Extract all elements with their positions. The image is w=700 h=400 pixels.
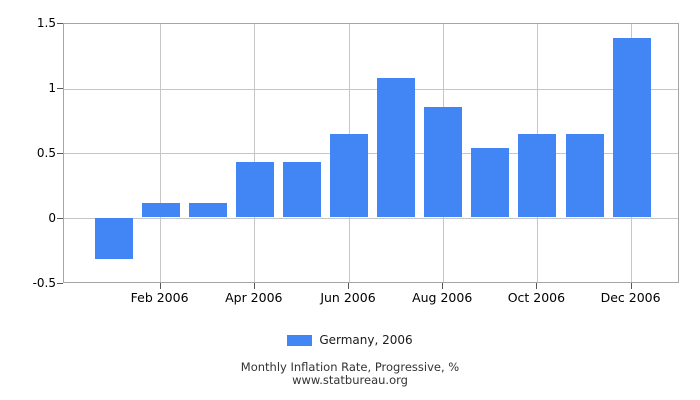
legend: Germany, 2006 [0,333,700,347]
y-axis-tick-label: -0.5 [32,276,56,290]
plot-area [63,23,679,283]
y-axis-tick [57,152,63,154]
y-axis-tick [57,22,63,24]
bar-apr [235,162,274,218]
x-axis-tick-label: Aug 2006 [412,290,473,305]
x-axis-tick [536,283,538,289]
x-axis-tick-label: Feb 2006 [130,290,189,305]
x-axis-tick [253,283,255,289]
bar-feb [141,203,180,218]
bar-jun [330,133,368,218]
bar-nov [565,133,604,218]
bar-may [282,162,321,218]
bar-oct [518,133,557,218]
chart-source: www.statbureau.org [292,372,408,387]
bar-sep [471,147,510,218]
y-axis-tick-label: 0.5 [36,146,56,160]
bar-aug [424,106,463,218]
x-axis-tick-label: Dec 2006 [600,290,661,305]
v-gridline [254,24,256,282]
x-axis-tick-label: Oct 2006 [507,290,566,305]
h-gridline [64,153,678,154]
x-axis-tick-label: Apr 2006 [225,290,283,305]
chart-title: Monthly Inflation Rate, Progressive, % [240,360,460,374]
y-axis-tick-label: 0 [48,211,56,225]
h-gridline [64,88,678,90]
legend-label: Germany, 2006 [319,333,413,347]
bar-dec [612,38,651,218]
y-axis-tick [57,282,63,284]
h-gridline [64,217,678,219]
x-axis-tick [159,283,161,289]
x-axis-tick [630,283,632,289]
x-axis-tick [442,283,444,289]
bar-jan [94,217,133,259]
bar-mar [188,203,227,218]
v-gridline [160,24,162,282]
x-axis-tick-label: Jun 2006 [320,290,376,305]
y-axis-tick [57,217,63,219]
legend-color-swatch [287,334,313,346]
bar-jul [377,78,416,218]
chart-footer: Monthly Inflation Rate, Progressive, % w… [0,361,700,386]
x-axis-tick [348,283,349,289]
y-axis-tick [57,87,63,89]
y-axis-tick-label: 1 [48,81,56,95]
y-axis-tick-label: 1.5 [36,16,56,30]
